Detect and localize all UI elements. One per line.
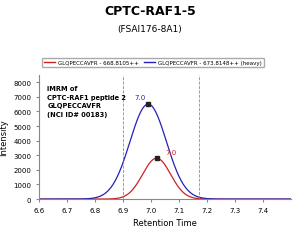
X-axis label: Retention Time: Retention Time — [133, 218, 197, 227]
Text: 7.0: 7.0 — [165, 149, 176, 155]
Legend: GLQPECCAVFR - 668.8105++, GLQPECCAVFR - 673.8148++ (heavy): GLQPECCAVFR - 668.8105++, GLQPECCAVFR - … — [42, 58, 264, 68]
Text: CPTC-RAF1-5: CPTC-RAF1-5 — [104, 5, 196, 18]
Text: iMRM of
CPTC-RAF1 peptide 2
GLQPECCAVFR
(NCI ID# 00183): iMRM of CPTC-RAF1 peptide 2 GLQPECCAVFR … — [47, 86, 126, 117]
Text: 7.0: 7.0 — [134, 94, 146, 100]
Y-axis label: Intensity: Intensity — [0, 119, 8, 156]
Text: (FSAI176-8A1): (FSAI176-8A1) — [118, 25, 182, 34]
